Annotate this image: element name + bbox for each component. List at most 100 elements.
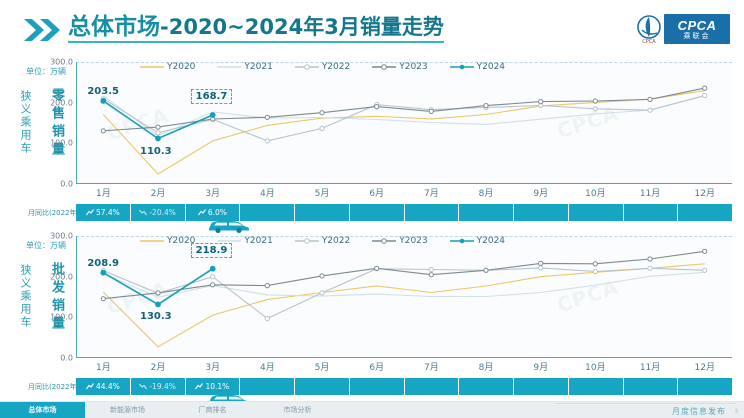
line-Y2024 (102, 268, 214, 306)
marker-Y2023 (538, 99, 544, 105)
mom-cell-7月 (404, 204, 459, 221)
legend-item-y2021[interactable]: Y2021 (217, 236, 273, 246)
data-label-highlight: 168.7 (190, 88, 233, 104)
x-tick: 2月 (150, 189, 166, 199)
marker-Y2022 (647, 265, 653, 271)
legend-item-y2022[interactable]: Y2022 (294, 236, 350, 246)
marker-Y2023 (100, 296, 106, 302)
marker-Y2023 (592, 261, 598, 267)
line-Y2021 (102, 95, 705, 137)
x-tick: 3月 (205, 189, 221, 199)
x-tick: 10月 (585, 189, 606, 199)
side-label-wholesale: 狭义乘用车 (19, 264, 32, 329)
legend-item-y2020[interactable]: Y2020 (140, 62, 195, 72)
marker-Y2023 (428, 272, 434, 278)
unit-label-retail: 单位：万辆 (26, 67, 66, 76)
chart-block-wholesale: 单位：万辆 狭义乘用车 批发销量 CPCA CPCA 300.0 200.0 1… (0, 232, 744, 407)
series-lines-wholesale (100, 248, 708, 348)
marker-Y2022 (538, 265, 544, 271)
mom-value: 6.0% (207, 208, 227, 217)
cpca-logo: CPCA CPCA 乘联会 (636, 12, 732, 46)
data-label-highlight: 218.9 (190, 242, 233, 258)
x-tick: 7月 (424, 189, 439, 199)
mom-cell-8月 (459, 204, 513, 221)
page-footer: 总体市场 新能源市场 厂商排名 市场分析 月度信息发布 3 (0, 402, 744, 418)
x-tick: 10月 (585, 363, 606, 373)
mom-cell-8月 (459, 378, 513, 395)
x-axis-labels-retail: 1月 2月 3月 4月 5月 6月 7月 8月 9月 10月 11月 12月 (76, 186, 732, 202)
footer-tab-3[interactable]: 市场分析 (255, 402, 340, 418)
x-tick: 4月 (259, 363, 275, 373)
trend-up-icon (197, 209, 206, 216)
legend-item-y2022[interactable]: Y2022 (294, 62, 350, 72)
legend-label: Y2021 (244, 62, 273, 72)
mom-cell-12月 (678, 378, 732, 395)
data-label: 110.3 (140, 145, 172, 157)
x-tick: 6月 (369, 363, 385, 373)
marker-Y2022 (702, 267, 708, 273)
mom-cell-11月 (623, 378, 678, 395)
legend-label: Y2020 (167, 62, 196, 72)
mom-label-text: 月同比(2022年) (28, 382, 80, 391)
x-tick: 8月 (478, 363, 494, 373)
mom-cells-retail: 57.4% -20.4% 6.0% (76, 204, 732, 221)
legend-label: Y2023 (399, 236, 428, 246)
x-tick: 4月 (259, 189, 275, 199)
data-label: 130.3 (140, 311, 172, 323)
legend-item-y2021[interactable]: Y2021 (217, 62, 273, 72)
marker-Y2023 (155, 124, 161, 130)
marker-Y2022 (155, 130, 161, 136)
legend-item-y2023[interactable]: Y2023 (372, 236, 428, 246)
mom-cell-6月 (349, 378, 404, 395)
legend-item-y2024[interactable]: Y2024 (449, 236, 505, 246)
mom-cell-10月 (568, 378, 623, 395)
mom-cell-3月: 10.1% (185, 378, 240, 395)
marker-Y2023 (319, 110, 325, 116)
x-tick: 12月 (694, 189, 715, 199)
line-Y2020 (102, 263, 705, 348)
car-icon (209, 221, 249, 233)
mom-cell-12月 (678, 204, 732, 221)
marker-Y2024 (100, 98, 107, 104)
x-axis-line (76, 357, 732, 358)
footer-tab-1[interactable]: 新能源市场 (85, 402, 170, 418)
x-tick: 6月 (369, 189, 385, 199)
data-label: 203.5 (87, 85, 119, 97)
legend-label: Y2024 (476, 62, 506, 72)
legend-label: Y2020 (167, 236, 196, 246)
cpca-logo-en: CPCA (677, 17, 717, 33)
marker-Y2022 (592, 106, 598, 112)
line-Y2021 (103, 271, 705, 298)
legend-item-y2024[interactable]: Y2024 (449, 62, 506, 72)
marker-Y2023 (155, 290, 161, 296)
x-axis-labels-wholesale: 1月 2月 3月 4月 5月 6月 7月 8月 9月 10月 11月 12月 (76, 360, 732, 376)
marker-Y2023 (319, 273, 325, 279)
page-title-main: 总体市场 (68, 14, 160, 40)
y-tick: 200.0 (50, 272, 73, 282)
x-tick: 5月 (314, 363, 330, 373)
trend-up-icon (86, 209, 94, 216)
x-tick: 7月 (424, 363, 439, 373)
x-tick: 11月 (639, 189, 661, 199)
footer-rule (556, 403, 736, 404)
marker-Y2023 (100, 128, 106, 134)
mom-cell-5月 (295, 378, 349, 395)
legend-item-y2020[interactable]: Y2020 (140, 236, 195, 246)
trend-down-icon (139, 383, 148, 390)
data-label: 208.9 (87, 257, 119, 269)
footer-tab-0[interactable]: 总体市场 (0, 402, 85, 418)
marker-Y2023 (592, 98, 598, 104)
mom-value: 10.1% (205, 382, 230, 391)
line-Y2022 (103, 267, 705, 320)
series-lines-retail (100, 85, 708, 175)
marker-Y2023 (264, 283, 270, 289)
footer-tab-2[interactable]: 厂商排名 (170, 402, 255, 418)
mom-row-wholesale: 月同比(2022年) 44.4% -19.4% 10.1% (26, 378, 732, 395)
y-tick: 0.0 (60, 353, 73, 363)
mom-cell-6月 (349, 204, 404, 221)
legend-item-y2023[interactable]: Y2023 (372, 62, 428, 72)
mom-value: -20.4% (149, 208, 176, 217)
gridline-top (76, 236, 732, 237)
mom-cell-5月 (295, 204, 349, 221)
x-tick: 12月 (694, 363, 715, 373)
